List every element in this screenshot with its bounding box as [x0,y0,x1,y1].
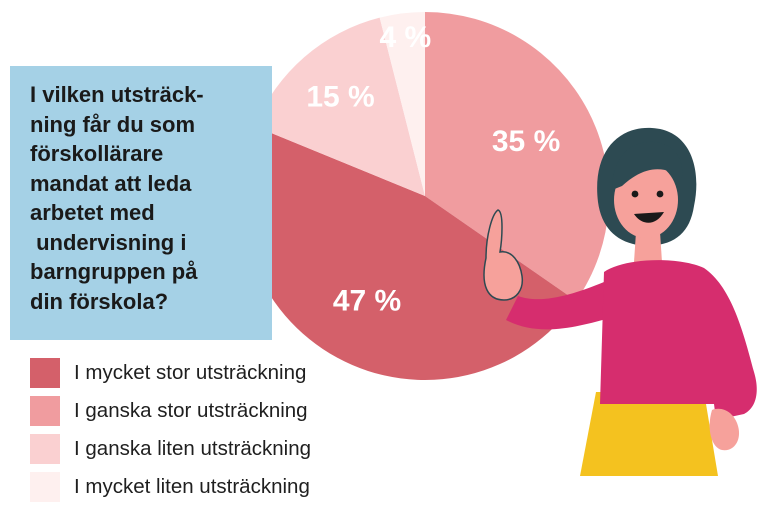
legend-item: I mycket stor utsträckning [30,354,311,392]
woman-sweater [600,260,757,420]
woman-pointing-hand [483,209,524,301]
legend-swatch [30,396,60,426]
woman-hip-hand [709,408,740,451]
legend-swatch [30,472,60,502]
woman-raised-arm [506,282,610,330]
woman-eye-right [656,190,664,198]
woman-eye-left [631,190,639,198]
woman-hair-fringe [612,141,683,190]
woman-skirt [580,392,718,476]
slice-label: 47 % [333,285,401,318]
question-text: I vilken utsträck- ning får du som försk… [30,82,204,314]
legend-item: I ganska stor utsträckning [30,392,311,430]
legend: I mycket stor utsträckning I ganska stor… [30,354,311,506]
slice-label: 35 % [492,125,560,158]
woman-mouth [634,212,664,223]
legend-swatch [30,358,60,388]
woman-illustration [483,127,757,476]
slice-label: 4 % [380,21,432,54]
pie-slice [425,12,610,301]
legend-label: I ganska stor utsträckning [74,399,308,422]
legend-label: I mycket stor utsträckning [74,361,307,384]
woman-face [614,162,678,238]
pie-slice [254,17,425,196]
woman-neck [634,232,662,262]
legend-label: I ganska liten utsträckning [74,437,312,460]
slice-label: 15 % [306,81,374,114]
pie-slices [240,12,610,381]
legend-swatch [30,434,60,464]
pie-labels: 35 % 47 % 15 %4 % [306,21,560,318]
legend-item: I ganska liten utsträckning [30,430,311,468]
pie-slice [379,12,425,196]
legend-item: I mycket liten utsträckning [30,468,311,506]
question-box: I vilken utsträck- ning får du som försk… [10,66,272,340]
pie-slice [240,126,577,381]
legend-label: I mycket liten utsträckning [74,475,310,498]
